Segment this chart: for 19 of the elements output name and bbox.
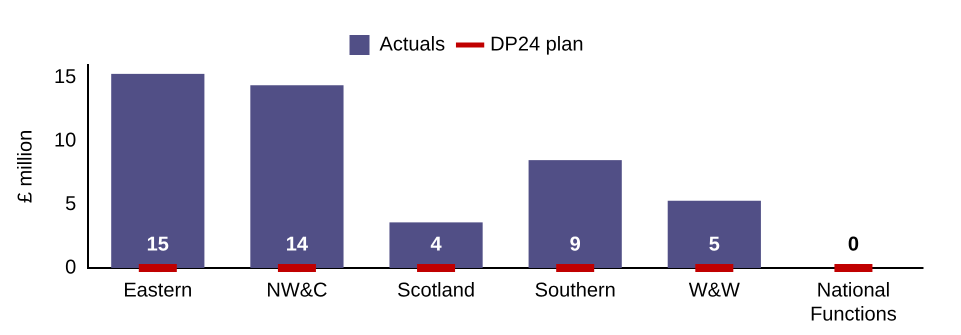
x-tick-label: National Functions bbox=[810, 280, 897, 326]
x-tick-label: Scotland bbox=[397, 280, 475, 302]
y-axis-title: £ million bbox=[14, 130, 37, 204]
data-label: 15 bbox=[146, 234, 169, 256]
x-tick-label: Southern bbox=[534, 280, 616, 302]
data-label: 0 bbox=[848, 234, 859, 256]
data-label: 5 bbox=[708, 234, 720, 256]
y-tick-label: 5 bbox=[65, 193, 76, 216]
data-label: 9 bbox=[570, 234, 581, 256]
x-tick-label: NW&C bbox=[266, 280, 328, 302]
y-tick-label: 0 bbox=[65, 256, 76, 279]
x-tick-label: W&W bbox=[688, 280, 740, 302]
legend-label: DP24 plan bbox=[490, 34, 584, 56]
data-label: 4 bbox=[430, 234, 442, 256]
y-tick-label: 15 bbox=[54, 66, 76, 88]
y-tick-label: 10 bbox=[54, 130, 76, 152]
legend-label: Actuals bbox=[380, 34, 446, 56]
x-tick-label: Eastern bbox=[123, 280, 192, 302]
data-label: 14 bbox=[286, 234, 309, 256]
